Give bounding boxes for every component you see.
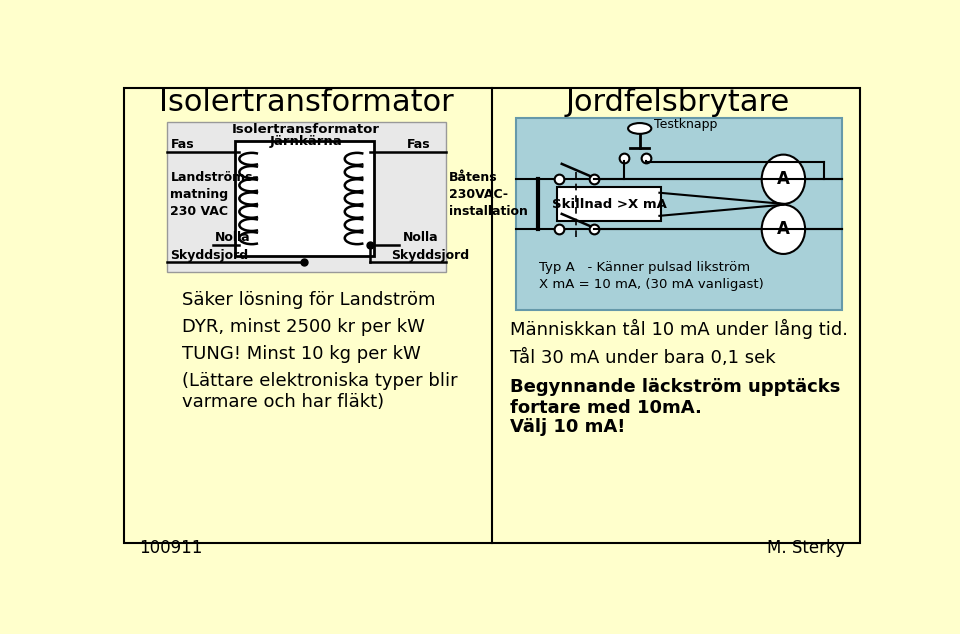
FancyBboxPatch shape	[124, 88, 860, 543]
Text: X mA = 10 mA, (30 mA vanligast): X mA = 10 mA, (30 mA vanligast)	[540, 278, 764, 291]
Text: Skillnad >X mA: Skillnad >X mA	[552, 198, 666, 210]
Ellipse shape	[761, 155, 805, 204]
Text: DYR, minst 2500 kr per kW: DYR, minst 2500 kr per kW	[182, 318, 425, 336]
Text: Fas: Fas	[407, 138, 430, 152]
Text: Isolertransformator: Isolertransformator	[232, 123, 380, 136]
Text: Tål 30 mA under bara 0,1 sek: Tål 30 mA under bara 0,1 sek	[510, 349, 776, 366]
Text: A: A	[777, 220, 790, 238]
FancyBboxPatch shape	[557, 187, 660, 221]
Text: Välj 10 mA!: Välj 10 mA!	[510, 418, 625, 436]
Text: Människkan tål 10 mA under lång tid.: Människkan tål 10 mA under lång tid.	[510, 320, 848, 339]
Text: Landströms-
matning
230 VAC: Landströms- matning 230 VAC	[170, 171, 258, 218]
FancyBboxPatch shape	[516, 118, 842, 310]
Text: (Lättare elektroniska typer blir
varmare och har fläkt): (Lättare elektroniska typer blir varmare…	[182, 372, 458, 411]
FancyBboxPatch shape	[166, 122, 445, 271]
Text: Begynnande läckström upptäcks
fortare med 10mA.: Begynnande läckström upptäcks fortare me…	[510, 378, 840, 417]
Text: Järnkärna: Järnkärna	[270, 135, 343, 148]
Text: Skyddsjord: Skyddsjord	[170, 249, 249, 262]
Text: Båtens
230VAC-
installation: Båtens 230VAC- installation	[449, 171, 528, 218]
Text: A: A	[777, 171, 790, 188]
Text: Fas: Fas	[170, 138, 194, 152]
Text: Nolla: Nolla	[403, 231, 439, 244]
Text: Jordfelsbrytare: Jordfelsbrytare	[565, 87, 790, 117]
Text: Typ A   - Känner pulsad likström: Typ A - Känner pulsad likström	[540, 261, 751, 275]
Text: 100911: 100911	[139, 538, 203, 557]
Text: TUNG! Minst 10 kg per kW: TUNG! Minst 10 kg per kW	[182, 345, 420, 363]
Text: Nolla: Nolla	[215, 231, 251, 244]
Ellipse shape	[761, 205, 805, 254]
Text: Säker lösning för Landström: Säker lösning för Landström	[182, 291, 436, 309]
FancyBboxPatch shape	[234, 141, 374, 256]
Text: Isolertransformator: Isolertransformator	[158, 87, 453, 117]
Text: M. Sterky: M. Sterky	[767, 538, 845, 557]
Text: Testknapp: Testknapp	[654, 118, 717, 131]
Text: Skyddsjord: Skyddsjord	[392, 249, 469, 262]
Ellipse shape	[628, 123, 651, 134]
